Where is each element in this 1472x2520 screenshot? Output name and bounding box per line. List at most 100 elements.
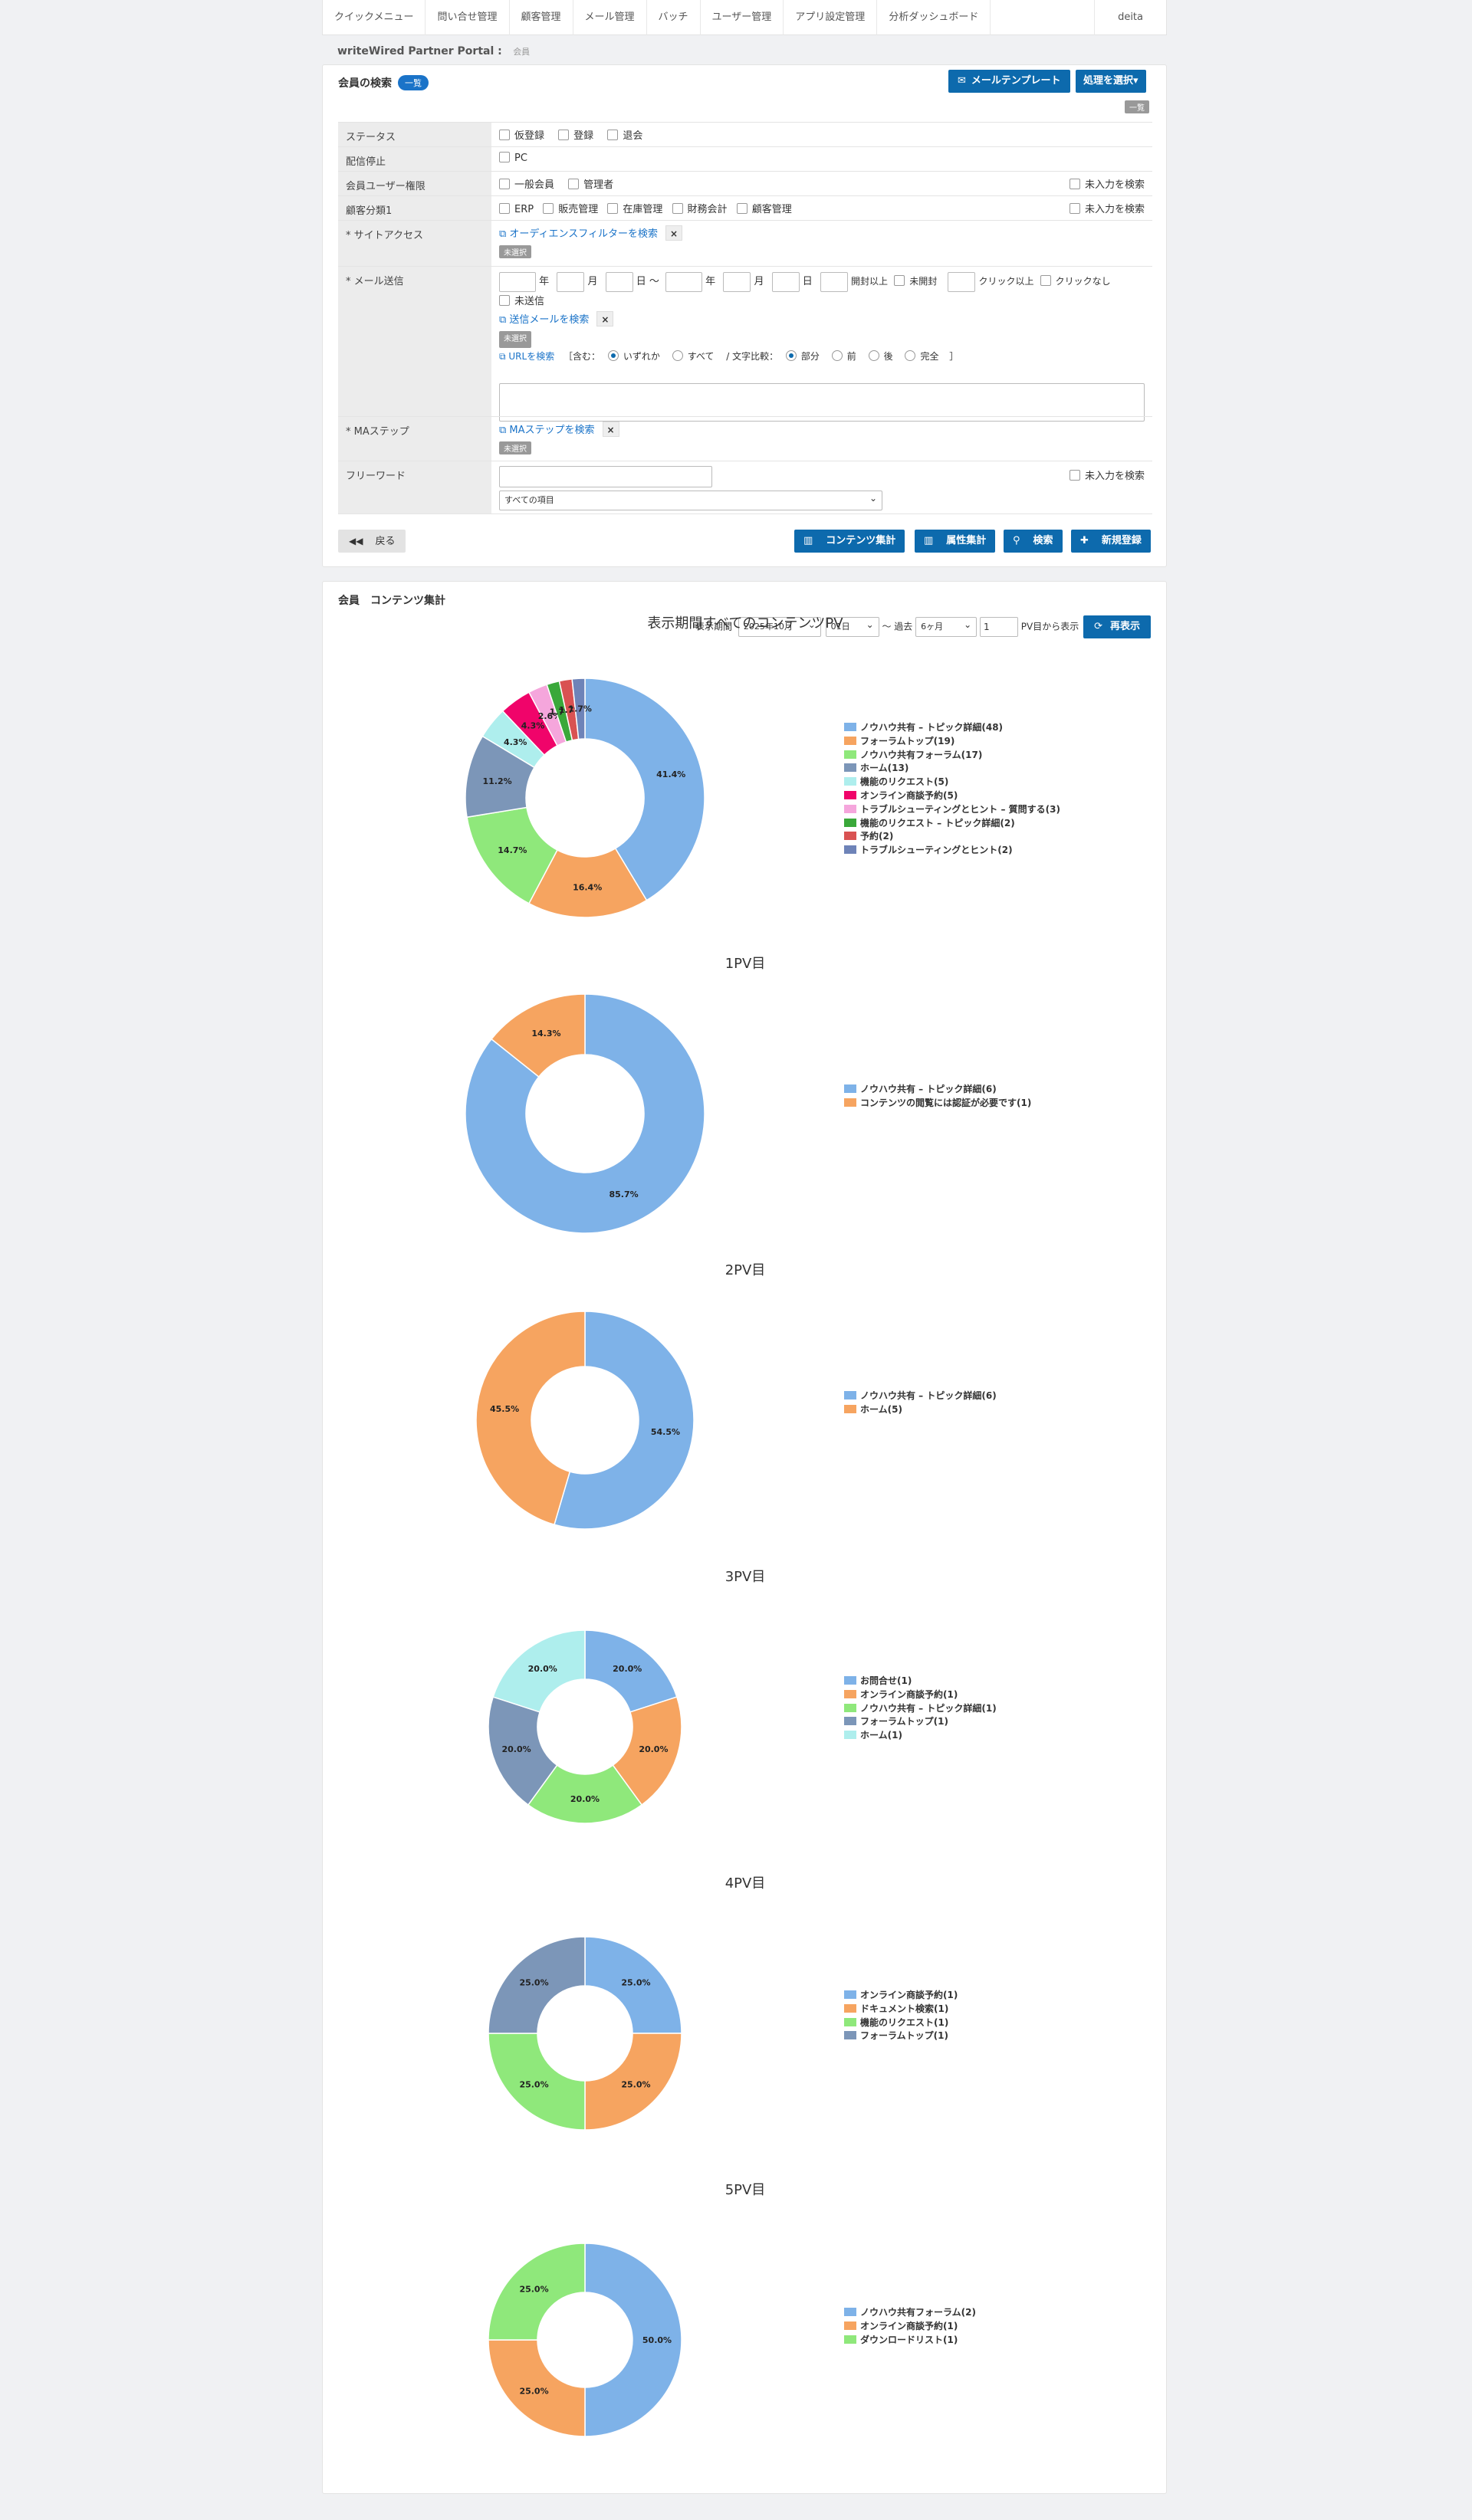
pie-slice[interactable] <box>584 678 705 901</box>
url-search-link[interactable]: ⧉ URLを検索 <box>499 351 554 362</box>
legend-item[interactable]: 機能のリクエスト(5) <box>844 776 1060 789</box>
search-button[interactable]: ⚲ 検索 <box>1004 530 1063 553</box>
nav-customer[interactable]: 顧客管理 <box>510 0 573 35</box>
not-open-checkbox[interactable] <box>894 275 905 286</box>
free-word-input[interactable] <box>499 466 712 487</box>
status-option-registered[interactable]: 登録 <box>558 130 593 142</box>
legend-item[interactable]: オンライン商談予約(1) <box>844 2320 976 2334</box>
sent-mail-link[interactable]: ⧉ 送信メールを検索 <box>499 314 589 326</box>
compare-partial-radio[interactable] <box>785 350 797 361</box>
audience-filter-link[interactable]: ⧉ オーディエンスフィルターを検索 <box>499 228 658 240</box>
compare-front-radio[interactable] <box>831 350 843 361</box>
pie-slice[interactable] <box>527 1764 643 1824</box>
clear-audience-button[interactable]: × <box>665 225 682 241</box>
clear-ma-button[interactable]: × <box>602 422 619 437</box>
pie-slice[interactable] <box>527 847 648 918</box>
checkbox[interactable] <box>543 203 554 214</box>
mini-list-badge[interactable]: 一覧 <box>1125 100 1149 113</box>
checkbox[interactable] <box>607 203 619 214</box>
pie-slice[interactable] <box>488 2339 586 2437</box>
checkbox[interactable] <box>568 179 580 189</box>
pie-slice[interactable] <box>475 1311 586 1526</box>
legend-item[interactable]: 機能のリクエスト(1) <box>844 2016 958 2030</box>
legend-item[interactable]: フォーラムトップ(1) <box>844 1715 997 1729</box>
legend-item[interactable]: ノウハウ共有 – トピック詳細(6) <box>844 1083 1031 1097</box>
match-any-radio[interactable] <box>607 350 619 361</box>
legend-item[interactable]: 機能のリクエスト – トピック詳細(2) <box>844 817 1060 831</box>
to-month-input[interactable] <box>723 271 751 292</box>
legend-item[interactable]: ノウハウ共有フォーラム(2) <box>844 2306 976 2320</box>
content-aggregate-button[interactable]: ▥ コンテンツ集計 <box>794 530 905 553</box>
legend-item[interactable]: ノウハウ共有 – トピック詳細(6) <box>844 1390 997 1403</box>
legend-item[interactable]: 予約(2) <box>844 830 1060 844</box>
pie-slice[interactable] <box>488 2033 586 2131</box>
category-option-crm[interactable]: 顧客管理 <box>736 203 792 215</box>
mail-template-button[interactable]: ✉ メールテンプレート <box>948 70 1070 93</box>
role-empty-search[interactable]: 未入力を検索 <box>1069 176 1145 191</box>
checkbox[interactable] <box>1069 470 1080 481</box>
pie-slice[interactable] <box>488 1696 558 1806</box>
checkbox[interactable] <box>736 203 748 214</box>
legend-item[interactable]: オンライン商談予約(1) <box>844 1688 997 1702</box>
unsub-option-pc[interactable]: PC <box>499 152 527 164</box>
match-all-radio[interactable] <box>672 350 683 361</box>
checkbox[interactable] <box>672 203 683 214</box>
category-option-erp[interactable]: ERP <box>499 203 534 215</box>
from-month-input[interactable] <box>557 271 585 292</box>
pie-slice[interactable] <box>488 1936 586 2034</box>
new-register-button[interactable]: ✚ 新規登録 <box>1071 530 1151 553</box>
pie-slice[interactable] <box>490 993 586 1078</box>
user-menu[interactable]: deita <box>1094 0 1166 35</box>
process-select-button[interactable]: 処理を選択▾ <box>1076 70 1146 93</box>
legend-item[interactable]: オンライン商談予約(1) <box>844 1989 958 2003</box>
pie-slice[interactable] <box>488 2243 586 2341</box>
legend-item[interactable]: ノウハウ共有 – トピック詳細(1) <box>844 1702 997 1716</box>
category-option-sales[interactable]: 販売管理 <box>543 203 598 215</box>
day-select[interactable]: 01日 <box>825 615 879 637</box>
legend-item[interactable]: フォーラムトップ(19) <box>844 735 1060 749</box>
legend-item[interactable]: ダウンロードリスト(1) <box>844 2334 976 2348</box>
checkbox[interactable] <box>499 203 510 214</box>
clear-mail-button[interactable]: × <box>596 311 614 326</box>
checkbox[interactable] <box>499 152 510 162</box>
legend-item[interactable]: ノウハウ共有フォーラム(17) <box>844 749 1060 763</box>
category-option-finance[interactable]: 財務会計 <box>672 203 728 215</box>
pie-slice[interactable] <box>571 678 586 740</box>
legend-item[interactable]: オンライン商談予約(5) <box>844 789 1060 803</box>
pie-slice[interactable] <box>584 1936 682 2034</box>
nav-inquiry[interactable]: 問い合せ管理 <box>426 0 510 35</box>
category-empty-search[interactable]: 未入力を検索 <box>1069 201 1145 215</box>
legend-item[interactable]: ホーム(5) <box>844 1403 997 1417</box>
no-click-checkbox[interactable] <box>1040 275 1051 286</box>
legend-item[interactable]: ホーム(1) <box>844 1729 997 1743</box>
status-option-withdrawn[interactable]: 退会 <box>607 130 642 142</box>
list-badge[interactable]: 一覧 <box>398 75 429 90</box>
nav-analytics[interactable]: 分析ダッシュボード <box>877 0 991 35</box>
back-button[interactable]: ◀◀ 戻る <box>338 530 406 553</box>
pie-slice[interactable] <box>584 2033 682 2131</box>
nav-batch[interactable]: バッチ <box>647 0 701 35</box>
free-word-empty-search[interactable]: 未入力を検索 <box>1069 468 1145 482</box>
nav-quick-menu[interactable]: クイックメニュー <box>323 0 426 35</box>
checkbox[interactable] <box>607 130 619 140</box>
pie-slice[interactable] <box>584 1629 678 1713</box>
category-option-inventory[interactable]: 在庫管理 <box>607 203 662 215</box>
pv-start-input[interactable]: 1 <box>979 617 1018 637</box>
from-year-input[interactable] <box>499 271 536 292</box>
nav-app-settings[interactable]: アプリ設定管理 <box>784 0 878 35</box>
role-option-general[interactable]: 一般会員 <box>499 179 554 191</box>
legend-item[interactable]: トラブルシューティングとヒント(2) <box>844 844 1060 858</box>
legend-item[interactable]: お問合せ(1) <box>844 1675 997 1688</box>
refresh-button[interactable]: ⟳ 再表示 <box>1083 615 1151 638</box>
free-word-field-select[interactable]: すべての項目 <box>499 489 882 510</box>
checkbox[interactable] <box>499 130 510 140</box>
pie-slice[interactable] <box>584 2243 682 2437</box>
compare-back-radio[interactable] <box>868 350 879 361</box>
from-day-input[interactable] <box>605 271 633 292</box>
nav-user[interactable]: ユーザー管理 <box>701 0 784 35</box>
checkbox[interactable] <box>1069 179 1080 189</box>
pie-slice[interactable] <box>465 993 705 1234</box>
not-sent-checkbox[interactable] <box>499 295 510 306</box>
checkbox[interactable] <box>1069 203 1080 214</box>
legend-item[interactable]: トラブルシューティングとヒント – 質問する(3) <box>844 803 1060 817</box>
